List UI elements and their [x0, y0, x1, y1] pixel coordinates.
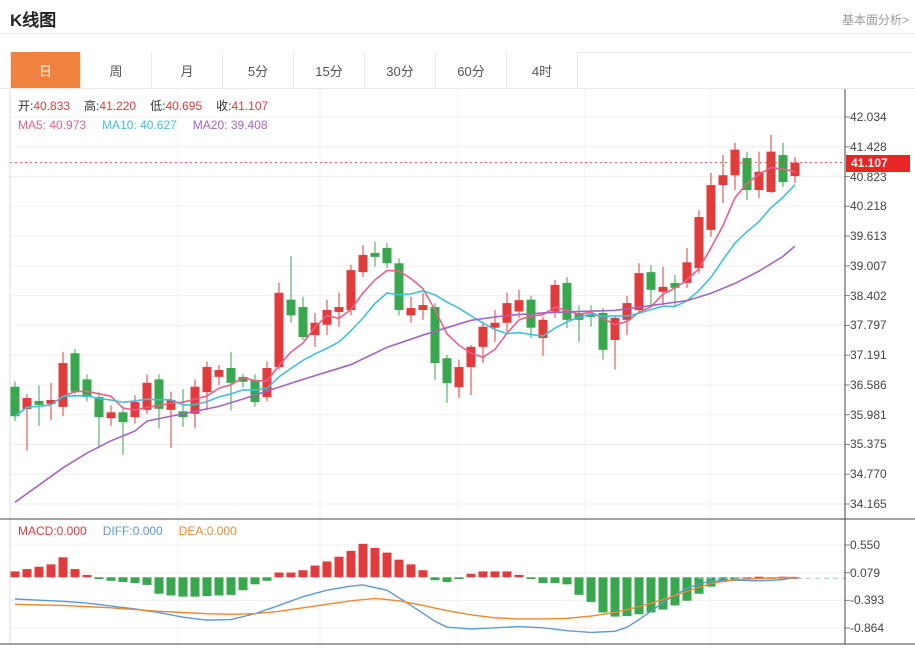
- ohlc-legend: 开:40.833 高:41.220 低:40.695 收:41.107: [18, 97, 268, 114]
- y-axis-label: 34.165: [850, 497, 887, 511]
- y-axis-label: 38.402: [850, 288, 887, 303]
- title-divider: [0, 33, 915, 34]
- y-axis-label: 40.823: [850, 169, 887, 184]
- tabs-bottom-border: [0, 88, 915, 89]
- tab-60min[interactable]: 60分: [436, 52, 507, 88]
- y-axis-label: 36.586: [850, 377, 887, 392]
- y-axis-label: 35.981: [850, 407, 887, 422]
- tab-15min[interactable]: 15分: [294, 52, 365, 88]
- tab-5min[interactable]: 5分: [223, 52, 294, 88]
- ohlc-open: 开:40.833: [18, 99, 71, 113]
- interval-tabs: 日 周 月 5分 15分 30分 60分 4时: [10, 52, 578, 88]
- y-axis-label: 35.375: [850, 437, 887, 452]
- tab-day[interactable]: 日: [10, 52, 81, 88]
- tab-30min[interactable]: 30分: [365, 52, 436, 88]
- ma10-legend: MA10: 40.627: [102, 118, 177, 132]
- y-axis-label: -0.393: [850, 593, 885, 608]
- ohlc-high: 高:41.220: [84, 99, 137, 113]
- ma5-legend: MA5: 40.973: [18, 118, 87, 132]
- y-axis-label: 37.797: [850, 318, 887, 333]
- y-axis-label: 0.079: [850, 565, 881, 580]
- ma20-legend: MA20: 39.408: [192, 118, 268, 132]
- y-axis-label: -0.864: [850, 621, 885, 635]
- tab-month[interactable]: 月: [152, 52, 223, 88]
- y-axis-label: 34.770: [850, 467, 887, 482]
- diff-value-legend: DIFF:0.000: [102, 524, 163, 538]
- y-axis-label: 39.613: [850, 229, 887, 244]
- ma-legend: MA5: 40.973 MA10: 40.627 MA20: 39.408: [18, 118, 268, 132]
- dea-value-legend: DEA:0.000: [178, 524, 237, 538]
- tab-4hour[interactable]: 4时: [507, 52, 578, 88]
- macd-legend: MACD:0.000 DIFF:0.000 DEA:0.000: [18, 524, 237, 538]
- fundamental-analysis-link[interactable]: 基本面分析>: [841, 13, 909, 27]
- current-price-badge: 41.107: [846, 155, 910, 172]
- macd-value-legend: MACD:0.000: [18, 524, 87, 538]
- ohlc-close: 收:41.107: [216, 99, 269, 113]
- y-axis-label: 39.007: [850, 258, 887, 273]
- y-axis-label: 37.191: [850, 348, 887, 363]
- page-title: K线图: [10, 11, 57, 30]
- y-axis-label: 42.034: [850, 110, 887, 124]
- ohlc-low: 低:40.695: [150, 99, 203, 113]
- y-axis-label: 0.550: [850, 538, 881, 552]
- y-axis-label: 41.428: [850, 139, 887, 154]
- y-axis-label: 40.218: [850, 199, 887, 214]
- tab-week[interactable]: 周: [81, 52, 152, 88]
